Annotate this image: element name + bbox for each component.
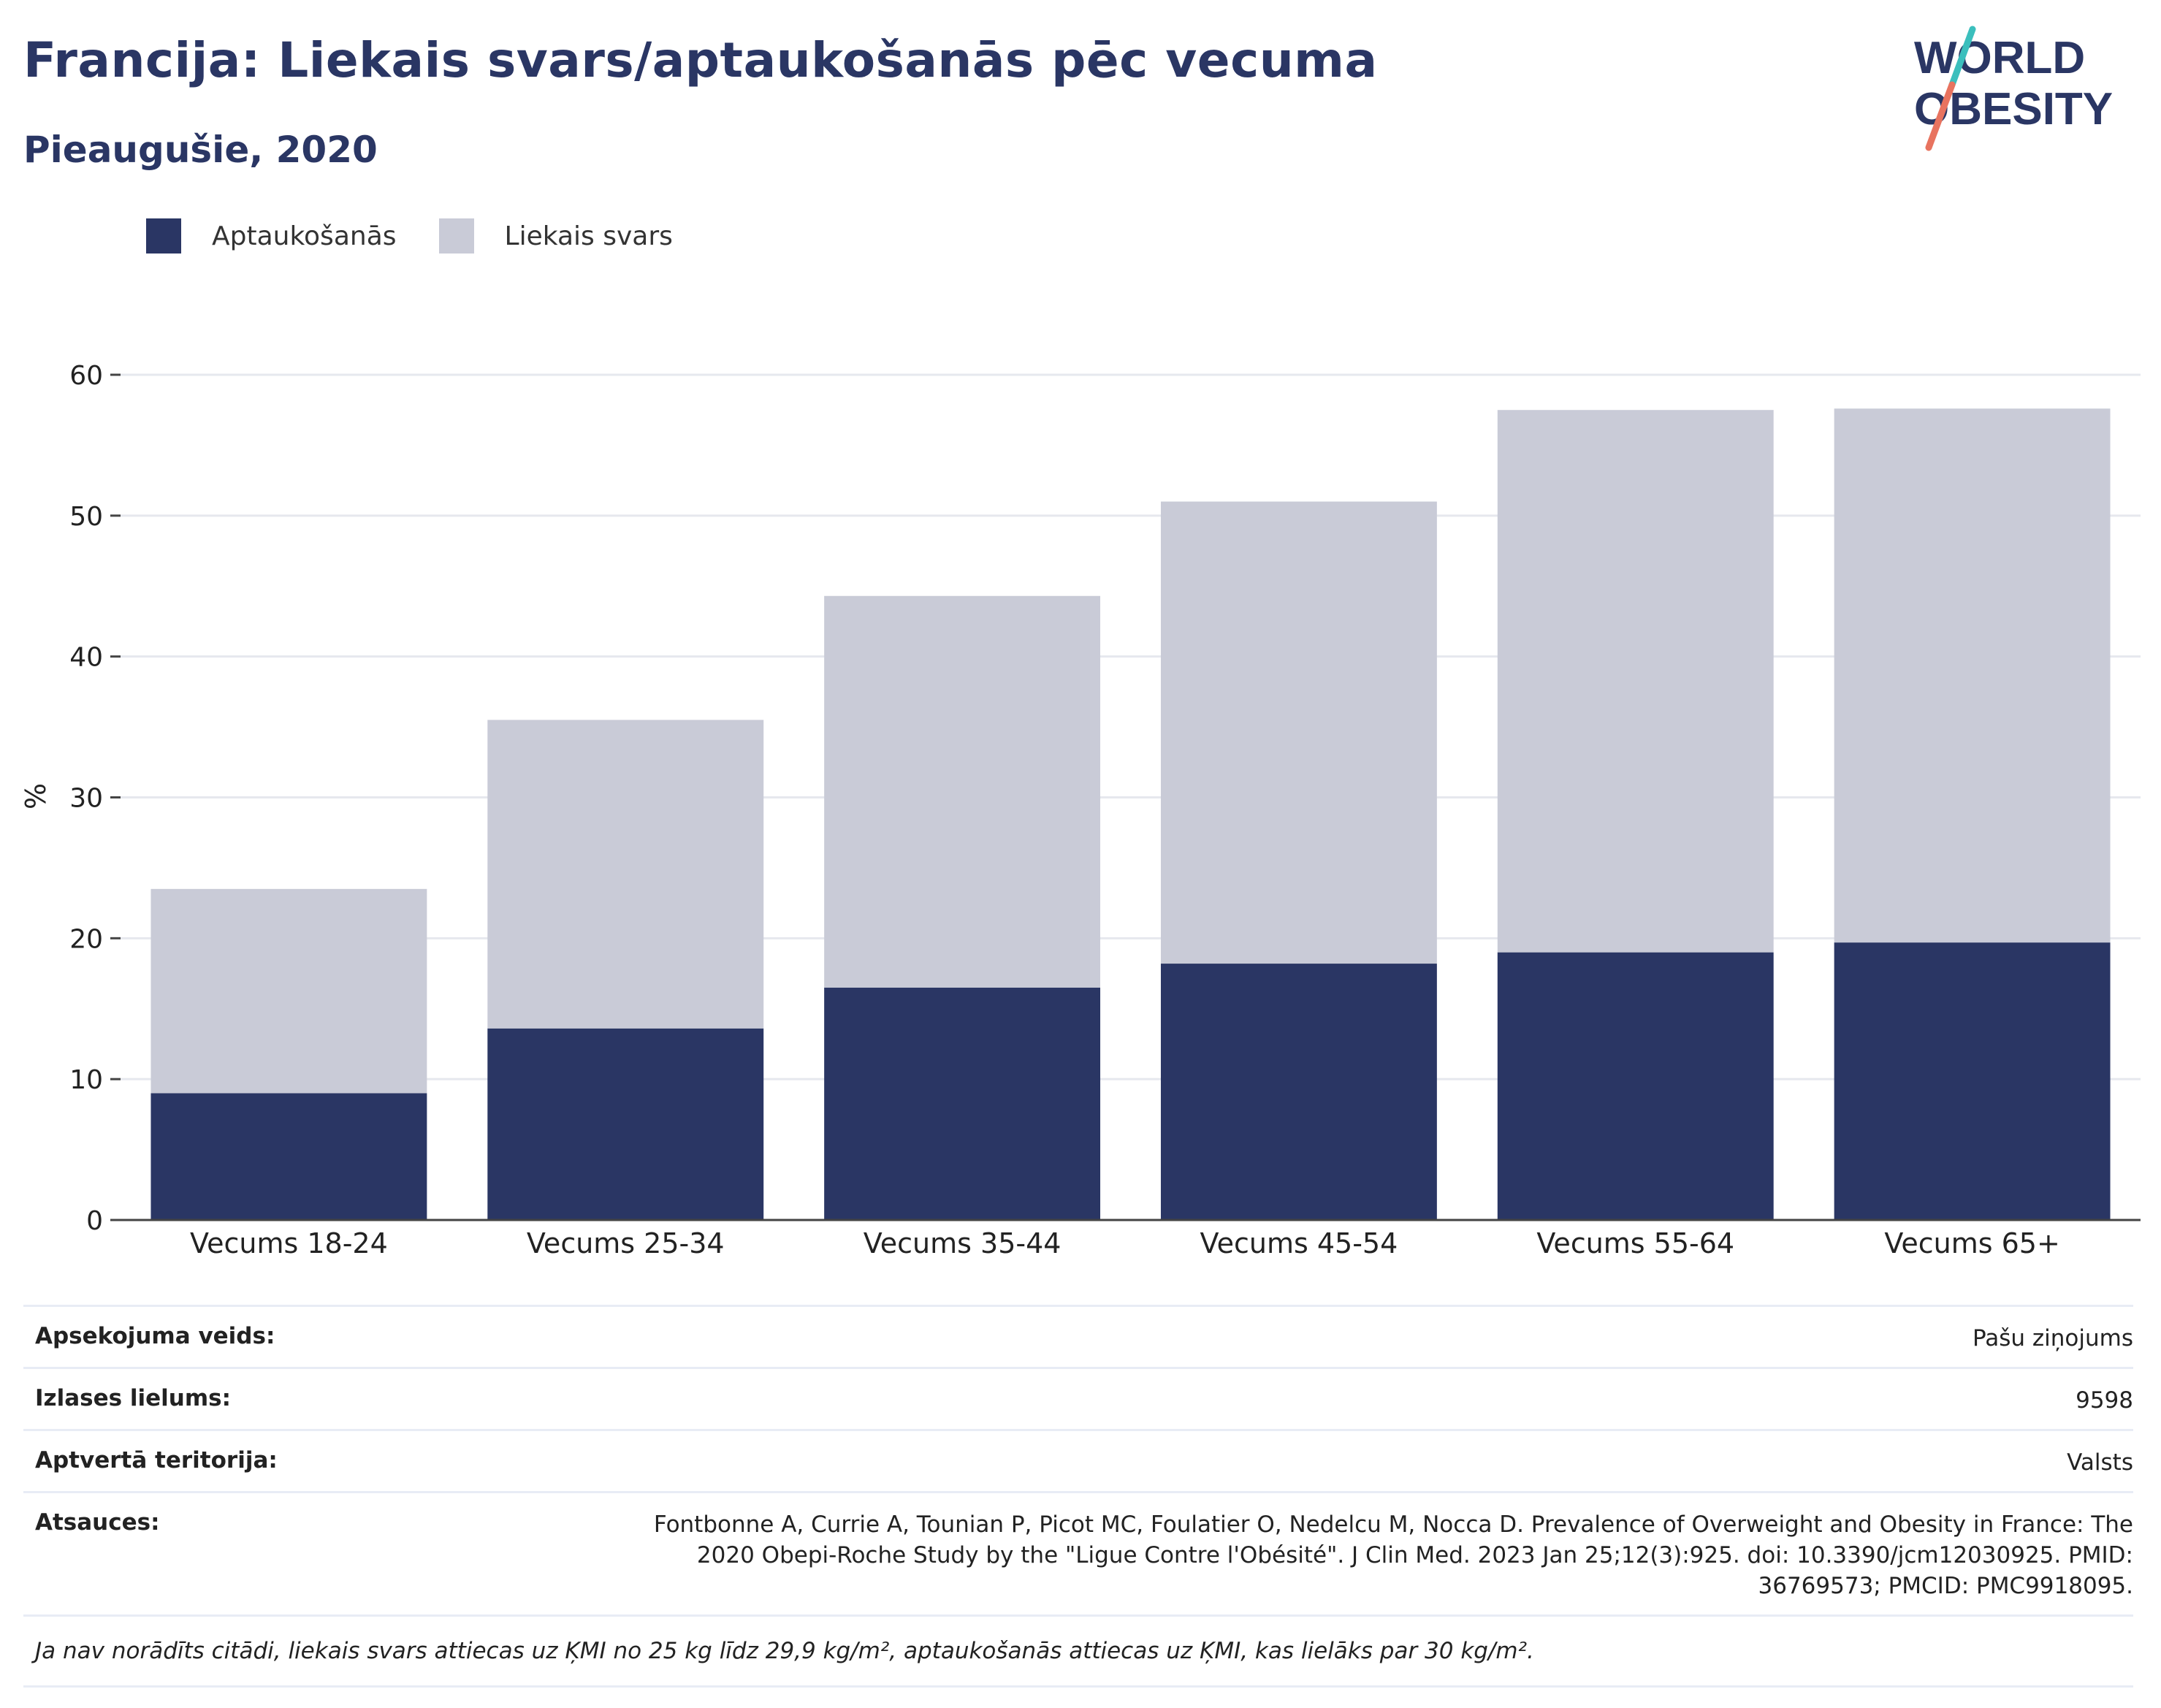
meta-value: Fontbonne A, Currie A, Tounian P, Picot … xyxy=(653,1511,2133,1599)
x-tick-label: Vecums 25-34 xyxy=(527,1227,725,1259)
page-subtitle: Pieaugušie, 2020 xyxy=(23,129,378,171)
logo-line-1: WORLD xyxy=(1914,33,2085,83)
y-tick-label: 0 xyxy=(86,1206,103,1236)
meta-row-survey-type: Apsekojuma veids: Pašu ziņojums xyxy=(23,1305,2133,1367)
bar-segment-obesity xyxy=(150,1093,427,1220)
y-axis-label: % xyxy=(20,783,52,809)
logo-slash-coral xyxy=(1925,81,1956,151)
x-tick-label: Vecums 65+ xyxy=(1884,1227,2060,1259)
x-tick-label: Vecums 45-54 xyxy=(1200,1227,1398,1259)
legend-swatch-obesity xyxy=(146,218,181,253)
meta-key: Aptvertā teritorija: xyxy=(35,1447,278,1473)
bar-segment-overweight xyxy=(824,595,1101,988)
meta-row-sample-size: Izlases lielums: 9598 xyxy=(23,1367,2133,1429)
world-obesity-logo: WORLD OBESITY xyxy=(1914,26,2113,151)
x-tick-label: Vecums 55-64 xyxy=(1536,1227,1734,1259)
bar-segment-obesity xyxy=(1497,952,1774,1220)
meta-key: Atsauces: xyxy=(35,1509,160,1536)
y-tick-label: 50 xyxy=(69,502,103,532)
bar-segment-overweight xyxy=(1834,408,2111,943)
footnote: Ja nav norādīts citādi, liekais svars at… xyxy=(35,1638,1534,1664)
axes: 0 10 20 30 40 50 60 Vecums 18-24 Vecums 25-34 Vec… xyxy=(69,361,2141,1259)
y-tick-label: 60 xyxy=(69,361,103,391)
bar-segment-overweight xyxy=(1160,501,1437,964)
logo-slash-teal xyxy=(1948,26,1976,88)
meta-key: Izlases lielums: xyxy=(35,1385,231,1411)
y-tick-label: 40 xyxy=(69,643,103,673)
x-tick-label: Vecums 35-44 xyxy=(864,1227,1062,1259)
legend-label-obesity: Aptaukošanās xyxy=(212,221,397,251)
chart-legend: Aptaukošanās Liekais svars xyxy=(146,216,715,256)
bar-segment-obesity xyxy=(487,1028,764,1220)
footnote-row: Ja nav norādīts citādi, liekais svars at… xyxy=(23,1614,2133,1688)
y-tick-label: 20 xyxy=(69,924,103,954)
legend-label-overweight: Liekais svars xyxy=(504,221,673,251)
legend-swatch-overweight xyxy=(438,218,474,253)
legend-item-obesity[interactable]: Aptaukošanās xyxy=(146,218,397,253)
bar-segment-overweight xyxy=(1497,410,1774,953)
bar-segment-obesity xyxy=(1834,942,2111,1220)
x-tick-label: Vecums 18-24 xyxy=(190,1227,388,1259)
meta-row-coverage: Aptvertā teritorija: Valsts xyxy=(23,1429,2133,1491)
meta-key: Apsekojuma veids: xyxy=(35,1323,275,1349)
stacked-bar-chart: 0 10 20 30 40 50 60 Vecums 18-24 Vecums 25-34 Vec… xyxy=(20,361,2141,1259)
y-tick-label: 30 xyxy=(69,784,103,814)
bar-segment-obesity xyxy=(824,987,1101,1220)
meta-value: Valsts xyxy=(2067,1449,2133,1476)
bar-segment-obesity xyxy=(1160,964,1437,1220)
meta-row-references: Atsauces: Fontbonne A, Currie A, Tounian… xyxy=(23,1491,2133,1614)
gridlines xyxy=(121,373,2141,1080)
bars xyxy=(150,408,2111,1220)
meta-value: Pašu ziņojums xyxy=(1972,1325,2133,1351)
metadata-table: Apsekojuma veids: Pašu ziņojums Izlases … xyxy=(23,1305,2133,1688)
legend-item-overweight[interactable]: Liekais svars xyxy=(438,218,673,253)
page-title: Francija: Liekais svars/aptaukošanās pēc… xyxy=(23,32,1378,88)
meta-value: 9598 xyxy=(2076,1387,2133,1414)
bar-segment-overweight xyxy=(150,888,427,1094)
y-tick-label: 10 xyxy=(69,1065,103,1095)
bar-segment-overweight xyxy=(487,720,764,1029)
